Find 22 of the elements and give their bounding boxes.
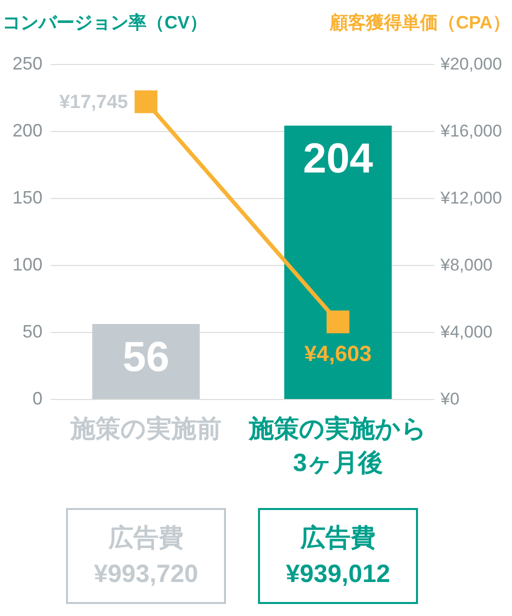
y-tick-label: 50 (22, 322, 42, 342)
y-tick-label: 100 (12, 254, 42, 274)
x-tick-label: 施策の実施から3ヶ月後 (248, 414, 428, 479)
y2-tick-label: ¥8,000 (440, 256, 492, 274)
callout-box: 広告費 ¥993,720 (66, 508, 226, 604)
y2-tick-label: ¥12,000 (440, 188, 502, 208)
y-tick-label: 250 (12, 54, 42, 74)
y-tick-label: 200 (12, 120, 42, 140)
y2-tick-label: ¥20,000 (440, 54, 502, 74)
data-label: ¥17,745 (59, 92, 128, 113)
y-tick-label: 150 (12, 188, 42, 208)
y2-tick-label: ¥16,000 (440, 122, 502, 140)
y-tick-label: 0 (32, 388, 42, 408)
data-label: 56 (122, 332, 170, 380)
y-axis-title: コンバージョン率（CV） (2, 12, 208, 32)
y2-axis-title: 顧客獲得単価（CPA） (328, 12, 510, 32)
y2-tick-label: ¥0 (440, 390, 460, 408)
callout-box: 広告費 ¥939,012 (258, 508, 418, 604)
data-label: 204 (302, 134, 374, 182)
y2-tick-label: ¥4,000 (440, 322, 492, 342)
data-label: ¥4,603 (304, 340, 372, 366)
x-tick-label: 施策の実施前 (69, 414, 222, 445)
